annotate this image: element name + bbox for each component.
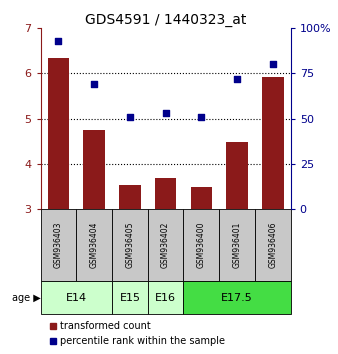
Text: GSM936404: GSM936404 <box>90 222 99 268</box>
Text: GSM936406: GSM936406 <box>268 222 277 268</box>
Point <box>127 114 132 120</box>
Bar <box>48 58 69 209</box>
Bar <box>184 209 219 281</box>
Bar <box>184 281 291 314</box>
Text: E14: E14 <box>66 293 87 303</box>
Text: age ▶: age ▶ <box>12 293 41 303</box>
Bar <box>191 187 212 209</box>
Bar <box>226 142 248 209</box>
Bar <box>41 281 112 314</box>
Text: E15: E15 <box>119 293 140 303</box>
Text: GSM936405: GSM936405 <box>125 222 135 268</box>
Text: GSM936400: GSM936400 <box>197 222 206 268</box>
Bar <box>148 281 184 314</box>
Text: GSM936403: GSM936403 <box>54 222 63 268</box>
Text: E17.5: E17.5 <box>221 293 253 303</box>
Point <box>234 76 240 82</box>
Point <box>270 62 275 67</box>
Bar <box>76 209 112 281</box>
Bar <box>83 130 105 209</box>
Legend: transformed count, percentile rank within the sample: transformed count, percentile rank withi… <box>45 317 229 350</box>
Point <box>56 38 61 44</box>
Point <box>163 110 168 116</box>
Bar <box>255 209 291 281</box>
Bar <box>262 77 284 209</box>
Text: GSM936402: GSM936402 <box>161 222 170 268</box>
Bar <box>148 209 184 281</box>
Bar <box>112 281 148 314</box>
Bar <box>119 185 141 209</box>
Text: E16: E16 <box>155 293 176 303</box>
Bar <box>155 178 176 209</box>
Bar <box>219 209 255 281</box>
Title: GDS4591 / 1440323_at: GDS4591 / 1440323_at <box>85 13 246 27</box>
Text: GSM936401: GSM936401 <box>233 222 242 268</box>
Point <box>199 114 204 120</box>
Bar <box>41 209 76 281</box>
Point <box>92 81 97 87</box>
Bar <box>112 209 148 281</box>
